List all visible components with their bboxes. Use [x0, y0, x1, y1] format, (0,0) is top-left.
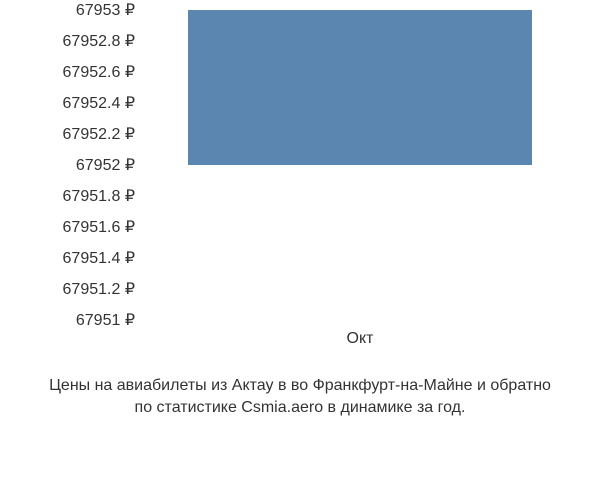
y-tick-label: 67952.2 ₽: [63, 124, 135, 144]
y-tick-label: 67951.4 ₽: [63, 248, 135, 268]
y-tick-label: 67952 ₽: [76, 155, 135, 175]
y-axis: 67953 ₽67952.8 ₽67952.6 ₽67952.4 ₽67952.…: [0, 10, 135, 320]
y-tick-label: 67951.6 ₽: [63, 217, 135, 237]
y-tick-label: 67952.8 ₽: [63, 31, 135, 51]
y-tick-label: 67951 ₽: [76, 310, 135, 330]
plot-area: [140, 10, 580, 320]
y-tick-label: 67953 ₽: [76, 0, 135, 20]
caption-line-2: по статистике Csmia.aero в динамике за г…: [10, 397, 590, 419]
chart-caption: Цены на авиабилеты из Актау в во Франкфу…: [0, 375, 600, 420]
caption-line-1: Цены на авиабилеты из Актау в во Франкфу…: [10, 375, 590, 397]
price-chart: 67953 ₽ 67952.8 ₽ 67952.6 ₽ 67952.4 ₽ 67952.…: [0, 0, 600, 500]
x-axis: Окт: [140, 330, 580, 360]
y-tick-label: 67951.8 ₽: [63, 186, 135, 206]
x-tick-label: Окт: [347, 330, 374, 348]
y-tick-label: 67951.2 ₽: [63, 279, 135, 299]
y-tick-label: 67952.6 ₽: [63, 62, 135, 82]
bar-Окт: [188, 10, 531, 165]
y-tick-label: 67952.4 ₽: [63, 93, 135, 113]
